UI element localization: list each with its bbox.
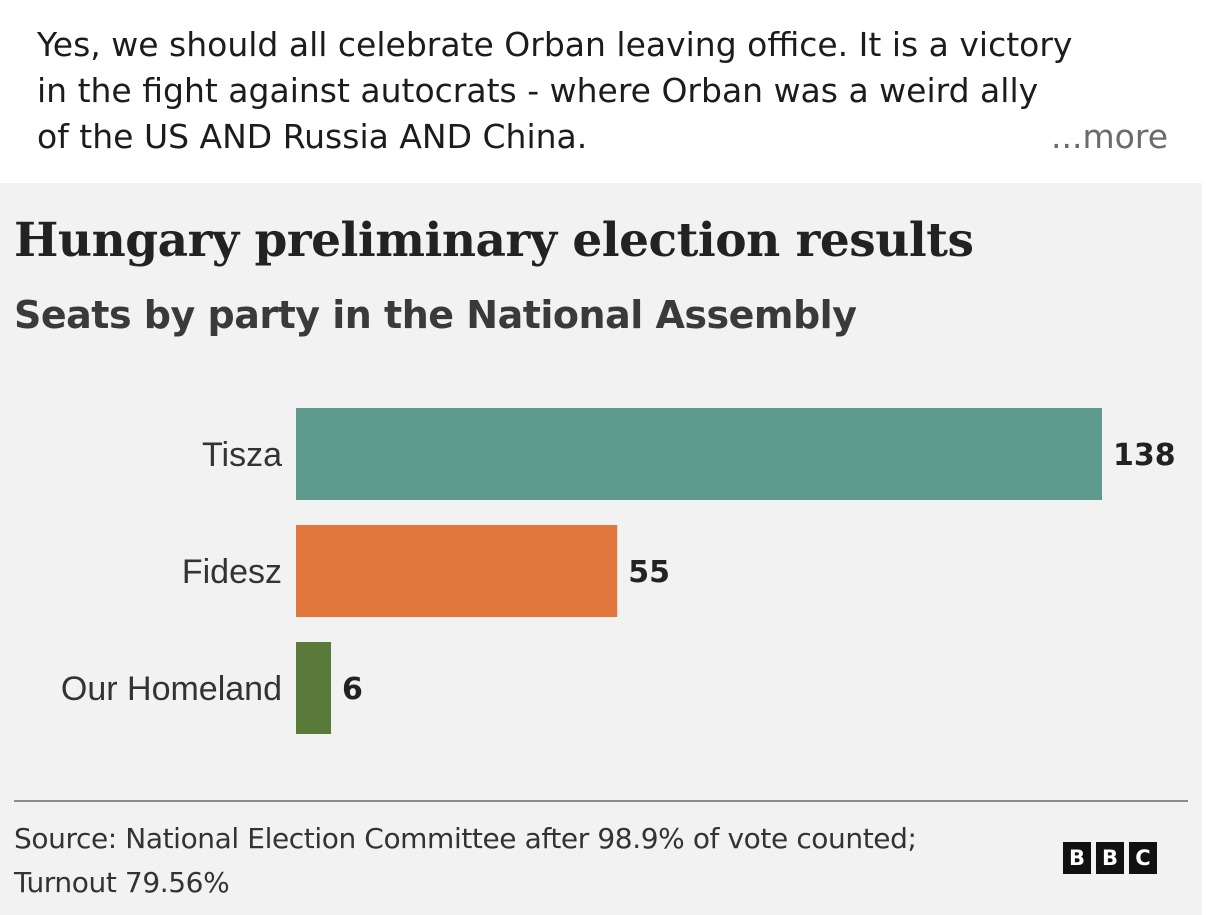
category-label-tisza: Tisza [202,436,282,474]
bar-tisza [296,408,1102,500]
category-label-fidesz: Fidesz [182,553,282,591]
chart-title: Hungary preliminary election results [14,213,974,268]
bar-our-homeland [296,642,332,734]
chart-subtitle: Seats by party in the National Assembly [14,293,857,337]
post-line-3-text: of the US AND Russia AND China. [37,117,588,156]
bar-fidesz [296,525,618,617]
bbc-logo-letter-3: C [1129,842,1157,874]
bar-chart-plot: Tisza 138 Fidesz 55 Our Homeland 6 [61,408,1176,734]
post-line-2: in the fight against autocrats - where O… [37,71,1039,110]
bbc-logo: B B C [1063,842,1157,874]
value-label-tisza: 138 [1113,438,1176,473]
footer-divider [14,800,1188,802]
more-link[interactable]: ...more [1051,117,1168,156]
value-label-our-homeland: 6 [342,672,363,707]
post-line-3: of the US AND Russia AND China. ...more [37,114,1172,160]
post-line-1: Yes, we should all celebrate Orban leavi… [37,25,1073,64]
post-text: Yes, we should all celebrate Orban leavi… [37,22,1172,160]
chart-card: Hungary preliminary election results Sea… [0,183,1202,915]
bbc-logo-letter-1: B [1063,842,1091,874]
value-label-fidesz: 55 [628,555,670,590]
category-label-our-homeland: Our Homeland [61,670,282,708]
bbc-logo-letter-2: B [1096,842,1124,874]
source-note: Source: National Election Committee afte… [14,822,917,899]
